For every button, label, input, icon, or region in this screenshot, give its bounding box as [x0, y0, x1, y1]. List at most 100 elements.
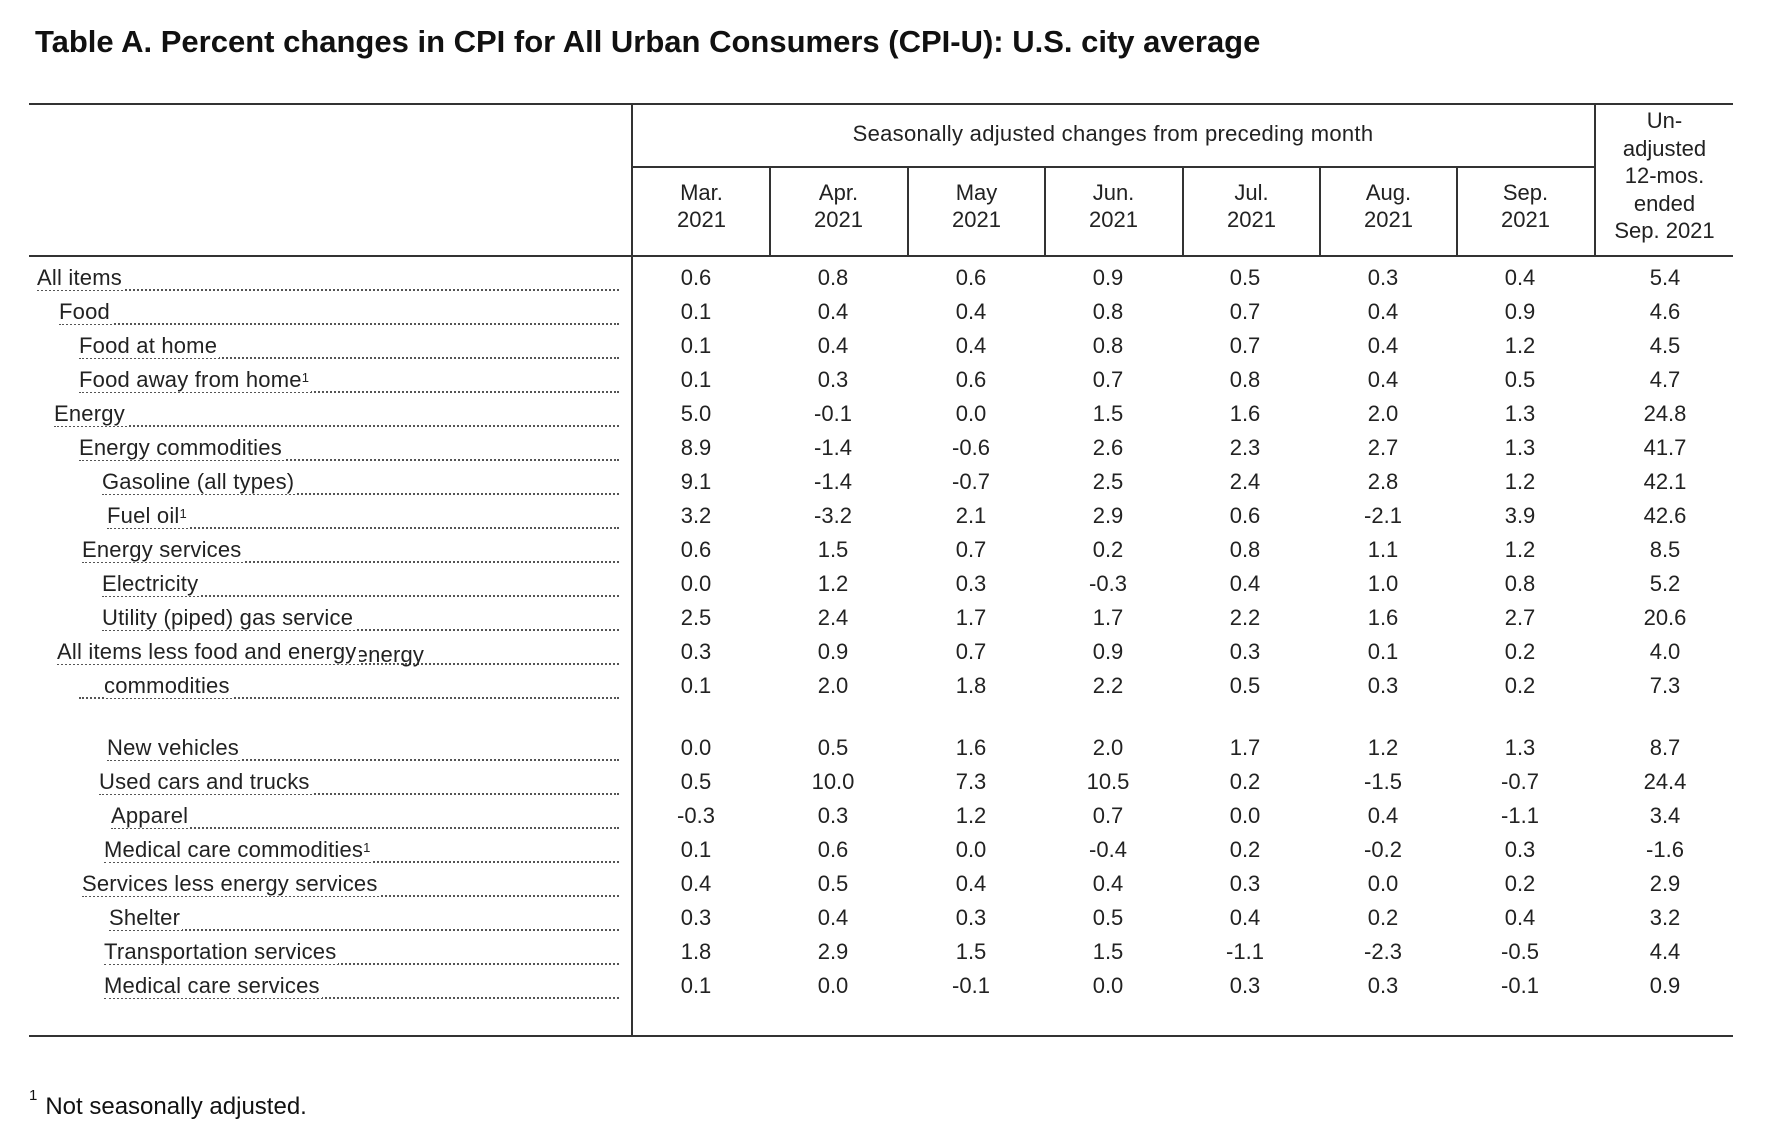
column-header-month: Apr.: [818, 180, 859, 205]
monthly-value: 0.4: [1229, 905, 1261, 930]
row-label: Food away from home1: [79, 363, 619, 397]
monthly-value: 0.9: [1092, 639, 1124, 664]
row-label-text: All items: [37, 265, 124, 290]
monthly-value: -1.4: [814, 435, 852, 460]
monthly-value: 0.4: [955, 871, 987, 896]
monthly-value: 0.1: [680, 973, 712, 998]
table-row: New vehicles 0.0 0.5 1.6 2.0 1.7 1.2 1.3 8.7: [29, 731, 1733, 765]
table-row: Transportation services 1.8 2.9 1.5 1.5 -1.1 -…: [29, 935, 1733, 969]
header-bottom-rule: [29, 255, 1733, 257]
monthly-value: 1.2: [1367, 735, 1399, 760]
row-label-name: New vehicles: [107, 735, 240, 760]
monthly-value: 0.4: [1504, 265, 1536, 290]
monthly-value: 2.0: [1092, 735, 1124, 760]
monthly-value: 0.4: [817, 333, 849, 358]
table-row: Food away from home1 0.1 0.3 0.6 0.7 0.8 0.4 0.…: [29, 363, 1733, 397]
row-label-name: Apparel: [111, 803, 189, 828]
monthly-value: 0.3: [1504, 837, 1536, 862]
monthly-value: 7.3: [955, 769, 987, 794]
monthly-value: -0.3: [1089, 571, 1127, 596]
monthly-value: 2.5: [680, 605, 712, 630]
monthly-value: 0.8: [1092, 333, 1124, 358]
column-header-year: 2021: [1227, 207, 1276, 232]
unadjusted-value: 0.9: [1649, 973, 1681, 998]
monthly-value: 1.5: [955, 939, 987, 964]
column-header-year: 2021: [1364, 207, 1413, 232]
monthly-value: -2.1: [1364, 503, 1402, 528]
monthly-value: 0.4: [1367, 803, 1399, 828]
monthly-value: 1.6: [955, 735, 987, 760]
monthly-value: 0.3: [1229, 871, 1261, 896]
monthly-value: 0.7: [1229, 333, 1261, 358]
leader-dots: [79, 697, 619, 699]
monthly-value: 0.0: [1229, 803, 1261, 828]
monthly-value: -0.7: [952, 469, 990, 494]
monthly-value: 0.4: [1504, 905, 1536, 930]
monthly-value: 1.0: [1367, 571, 1399, 596]
row-label-text: Energy: [54, 401, 127, 426]
monthly-value: -0.6: [952, 435, 990, 460]
row-label-name: Fuel oil: [107, 503, 180, 528]
unadjusted-value: -1.6: [1646, 837, 1684, 862]
column-divider: [769, 166, 771, 257]
monthly-value: 0.0: [817, 973, 849, 998]
monthly-value: -0.4: [1089, 837, 1127, 862]
monthly-value: 0.0: [955, 401, 987, 426]
unadjusted-value: 2.9: [1649, 871, 1681, 896]
row-label-text: Used cars and trucks: [99, 769, 312, 794]
stub-divider: [631, 103, 633, 1037]
column-header: Jul. 2021: [1183, 179, 1320, 233]
unadjusted-header-line2: adjusted: [1622, 135, 1707, 161]
monthly-value: 2.4: [817, 605, 849, 630]
row-label-name: Medical care commodities: [104, 837, 364, 862]
monthly-value: 0.9: [1504, 299, 1536, 324]
monthly-value: 1.7: [955, 605, 987, 630]
monthly-value: 0.4: [817, 905, 849, 930]
monthly-value: -0.3: [677, 803, 715, 828]
monthly-value: -0.2: [1364, 837, 1402, 862]
column-header: May 2021: [908, 179, 1045, 233]
row-label-text: Gasoline (all types): [102, 469, 297, 494]
monthly-value: 0.6: [955, 265, 987, 290]
footnote-ref: 1: [179, 506, 187, 521]
row-label-text: Electricity: [102, 571, 201, 596]
table-row: Fuel oil1 3.2 -3.2 2.1 2.9 0.6 -2.1 3.9 42.6: [29, 499, 1733, 533]
column-header-month: Jul.: [1234, 180, 1269, 205]
row-label-name: Electricity: [102, 571, 199, 596]
footnote-ref: 1: [301, 370, 310, 385]
column-header: Apr. 2021: [770, 179, 907, 233]
leader-dots: [104, 861, 619, 863]
column-divider: [1044, 166, 1046, 257]
monthly-value: 2.2: [1092, 673, 1124, 698]
row-label: Apparel: [111, 799, 619, 833]
column-header: Sep. 2021: [1457, 179, 1594, 233]
column-divider: [1182, 166, 1184, 257]
monthly-value: 0.5: [1229, 673, 1261, 698]
row-label: Used cars and trucks: [99, 765, 619, 799]
monthly-value: 0.2: [1504, 673, 1536, 698]
monthly-value: 0.3: [817, 367, 849, 392]
leader-dots: [111, 827, 619, 829]
row-label: Shelter: [109, 901, 619, 935]
monthly-value: 0.4: [955, 333, 987, 358]
row-label-text: Food away from home1: [79, 367, 312, 392]
monthly-value: 2.7: [1504, 605, 1536, 630]
row-label: Energy commodities: [79, 431, 619, 465]
monthly-value: 0.5: [817, 871, 849, 896]
leader-dots: [37, 289, 619, 291]
row-label-name: All items: [37, 265, 122, 290]
monthly-value: 0.0: [1092, 973, 1124, 998]
column-header-month: Mar.: [680, 180, 723, 205]
monthly-value: 0.6: [955, 367, 987, 392]
monthly-value: 0.8: [1092, 299, 1124, 324]
unadjusted-value: 4.4: [1649, 939, 1681, 964]
monthly-value: -1.1: [1501, 803, 1539, 828]
leader-dots: [102, 493, 619, 495]
monthly-value: 5.0: [680, 401, 712, 426]
monthly-value: 0.4: [1092, 871, 1124, 896]
monthly-value: 0.5: [680, 769, 712, 794]
monthly-value: -3.2: [814, 503, 852, 528]
row-label: Food at home: [79, 329, 619, 363]
row-label: Gasoline (all types): [102, 465, 619, 499]
column-header-year: 2021: [1501, 207, 1550, 232]
